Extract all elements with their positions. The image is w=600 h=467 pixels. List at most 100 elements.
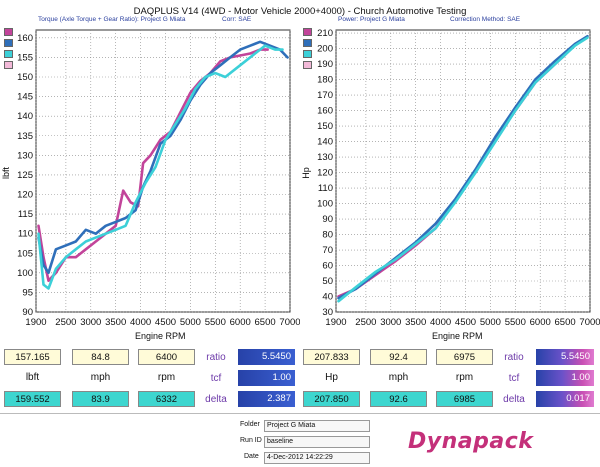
y-tick-label: 70: [322, 245, 333, 256]
x-tick-label: 6500: [555, 317, 576, 328]
delta-label: delta: [503, 394, 525, 405]
torque-bottom-value: 159.552: [4, 391, 61, 407]
y-tick-label: 110: [18, 229, 33, 240]
rpm-bottom-value: 6332: [138, 391, 195, 407]
rpm-bottom-value: 6985: [436, 391, 493, 407]
y-tick-label: 105: [17, 248, 33, 259]
y-tick-label: 155: [17, 52, 33, 63]
y-tick-label: 125: [17, 170, 33, 181]
torque-top-value: 157.165: [4, 349, 61, 365]
hp-label: Hp: [325, 372, 338, 383]
y-tick-label: 60: [322, 261, 333, 272]
x-tick-label: 4500: [155, 317, 176, 328]
power-chart: 1900 2500 3000 3500 4000 4500 5000 5500 6000 6500…: [300, 18, 600, 346]
plot-area: [35, 29, 291, 313]
power-caption: Power: Project G Miata: [338, 16, 405, 23]
y-tick-label: 200: [317, 44, 333, 55]
series-line-blue: [37, 40, 289, 275]
power-legend: [303, 28, 312, 72]
tcf-label: tcf: [508, 373, 520, 384]
legend-swatch-pink: [303, 61, 312, 69]
dynapack-logo: Dynapack: [408, 429, 534, 454]
delta-value: 2.387: [238, 391, 295, 407]
date-label: Date: [244, 453, 259, 460]
legend-swatch-cyan: [303, 50, 312, 58]
x-tick-label: 6500: [255, 317, 276, 328]
ratio-value: 5.5450: [536, 349, 594, 365]
mph-label: mph: [388, 372, 409, 383]
y-tick-label: 140: [317, 137, 333, 148]
x-tick-label: 4000: [430, 317, 451, 328]
x-tick-label: 5500: [505, 317, 526, 328]
run-id-label: Run ID: [240, 437, 262, 444]
page-title: DAQPLUS V14 (4WD - Motor Vehicle 2000+40…: [133, 6, 467, 17]
y-tick-label: 40: [322, 292, 333, 303]
x-tick-label: 6000: [530, 317, 551, 328]
legend-swatch-blue: [4, 39, 13, 47]
y-tick-label: 80: [322, 230, 333, 241]
folder-label: Folder: [240, 421, 260, 428]
x-tick-label: 5000: [480, 317, 501, 328]
mph-top-value: 92.4: [370, 349, 427, 365]
x-tick-label: 2500: [355, 317, 376, 328]
y-tick-label: 30: [322, 307, 333, 318]
y-tick-label: 90: [22, 307, 33, 318]
y-tick-label: 120: [17, 190, 33, 201]
y-tick-label: 95: [22, 287, 33, 298]
legend-swatch-pink: [4, 61, 13, 69]
y-tick-label: 160: [317, 106, 333, 117]
mph-bottom-value: 92.6: [370, 391, 427, 407]
x-tick-label: 5500: [205, 317, 226, 328]
power-corr-caption: Correction Method: SAE: [450, 16, 521, 23]
y-tick-label: 170: [317, 90, 333, 101]
x-tick-label: 1900: [25, 317, 46, 328]
rpm-label: rpm: [157, 372, 176, 383]
rpm-top-value: 6975: [436, 349, 493, 365]
y-tick-label: 160: [17, 33, 33, 44]
y-tick-label: 135: [17, 131, 33, 142]
x-tick-label: 4500: [455, 317, 476, 328]
y-tick-label: 130: [317, 152, 333, 163]
plot-area: [335, 29, 591, 313]
y-tick-label: 90: [322, 214, 333, 225]
power-bottom-value: 207.850: [303, 391, 360, 407]
x-tick-label: 5000: [180, 317, 201, 328]
power-chart-svg: 1900 2500 3000 3500 4000 4500 5000 5500 6000 6500…: [317, 28, 600, 328]
x-tick-label: 7000: [579, 317, 600, 328]
power-y-label: Hp: [300, 167, 311, 179]
y-tick-label: 145: [17, 92, 33, 103]
y-tick-label: 120: [317, 168, 333, 179]
y-tick-label: 210: [317, 28, 333, 39]
torque-chart: 1900 2500 3000 3500 4000 4500 5000 5500 6000 6500…: [0, 18, 300, 346]
y-tick-label: 110: [318, 183, 333, 194]
y-tick-label: 100: [17, 268, 33, 279]
y-tick-label: 150: [17, 72, 33, 83]
y-tick-label: 100: [317, 199, 333, 210]
x-tick-label: 1900: [325, 317, 346, 328]
y-tick-label: 115: [18, 209, 33, 220]
legend-swatch-cyan: [4, 50, 13, 58]
power-top-value: 207.833: [303, 349, 360, 365]
tcf-label: tcf: [210, 373, 222, 384]
delta-value: 0.017: [536, 391, 594, 407]
y-tick-label: 140: [17, 111, 33, 122]
series-line-cyan: [337, 36, 589, 303]
x-tick-label: 4000: [130, 317, 151, 328]
torque-x-label: Engine RPM: [135, 331, 186, 341]
x-tick-label: 7000: [279, 317, 300, 328]
rpm-top-value: 6400: [138, 349, 195, 365]
x-tick-label: 6000: [230, 317, 251, 328]
run-id-value: baseline: [264, 436, 370, 448]
y-tick-label: 190: [317, 59, 333, 70]
legend-swatch-magenta: [303, 28, 312, 36]
ratio-label: ratio: [504, 352, 524, 363]
x-tick-label: 3000: [380, 317, 401, 328]
torque-y-label: lbft: [1, 166, 12, 180]
ratio-label: ratio: [206, 352, 226, 363]
rpm-label: rpm: [455, 372, 474, 383]
footer: Folder Project G Miata Run ID baseline D…: [0, 413, 600, 467]
torque-chart-svg: 1900 2500 3000 3500 4000 4500 5000 5500 6000 6500…: [17, 29, 300, 328]
power-x-label: Engine RPM: [432, 331, 483, 341]
x-tick-label: 3000: [80, 317, 101, 328]
y-tick-label: 50: [322, 276, 333, 287]
